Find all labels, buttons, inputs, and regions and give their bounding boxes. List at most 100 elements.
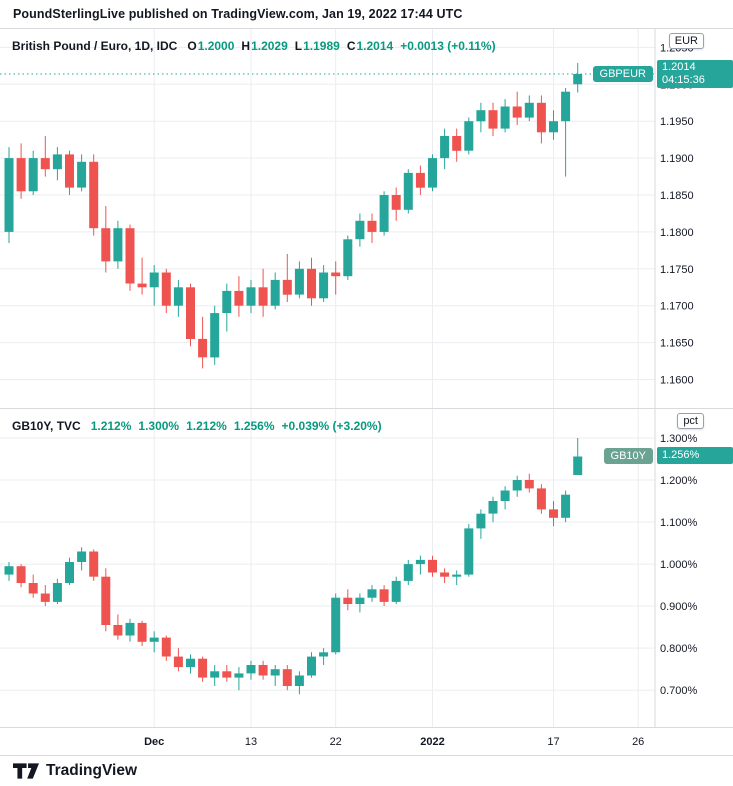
gbpeur-legend-title[interactable]: British Pound / Euro, 1D, IDC: [12, 39, 178, 53]
gb10y-candlestick-chart[interactable]: 1.300% 1.200% 1.100% 1.000% 0.900% 0.800% 0.70…: [0, 409, 733, 728]
candle-up-body: [331, 597, 341, 653]
y-axis-tick-label: 1.300%: [660, 433, 698, 445]
y-axis-tick-label: 1.1900: [660, 153, 694, 165]
candle-up-body: [464, 121, 474, 151]
time-axis[interactable]: Dec 13 22 2022 17 26: [0, 728, 733, 756]
candle-up-body: [403, 564, 413, 581]
tradingview-brand-text[interactable]: TradingView: [46, 762, 138, 779]
candle-up-body: [77, 161, 87, 188]
y-axis-tick-label: 0.700%: [660, 685, 698, 697]
gb10y-low: 1.212%: [186, 419, 227, 433]
gbpeur-pane: 1.20501.20001.19501.19001.18501.18001.17…: [0, 29, 733, 409]
candle-up-body: [476, 513, 486, 529]
candle-down-body: [198, 338, 208, 358]
candle-up-body: [476, 110, 486, 122]
candle-up-body: [270, 669, 280, 676]
candle-down-body: [428, 559, 437, 573]
candle-up-body: [512, 480, 522, 491]
gb10y-series-tag: GB10Y: [603, 448, 653, 465]
tradingview-footer: TradingView: [0, 756, 733, 786]
gb10y-pane: 1.300% 1.200% 1.100% 1.000% 0.900% 0.800% 0.70…: [0, 409, 733, 728]
candle-up-body: [355, 220, 365, 240]
candle-down-body: [512, 106, 522, 118]
candle-up-body: [573, 74, 583, 85]
gb10y-change: +0.039% (+3.20%): [281, 419, 382, 433]
candle-up-body: [270, 279, 280, 306]
candle-down-body: [89, 161, 99, 229]
publish-caption-text: PoundSterlingLive published on TradingVi…: [13, 7, 463, 21]
gbpeur-ohlc-values: O 1.2000 H 1.2029 L 1.1989 C 1.2014 +0.0013 …: [187, 39, 495, 53]
candle-up-body: [149, 637, 159, 642]
candle-up-body: [246, 665, 256, 674]
gb10y-legend-title[interactable]: GB10Y, TVC: [12, 419, 81, 433]
candle-down-body: [282, 669, 292, 686]
candle-up-body: [234, 673, 244, 678]
candle-up-body: [428, 158, 437, 188]
candle-up-body: [549, 121, 558, 133]
candle-up-body: [464, 528, 474, 575]
candle-down-body: [16, 566, 26, 583]
candle-up-body: [367, 589, 377, 598]
candle-up-body: [52, 583, 62, 602]
gb10y-close: 1.256%: [233, 419, 275, 433]
candle-up-body: [4, 566, 14, 575]
candle-down-body: [161, 272, 171, 306]
candle-up-body: [379, 195, 389, 232]
candle-up-body: [561, 91, 571, 122]
time-axis-label: 26: [632, 736, 645, 748]
candle-down-body: [452, 136, 462, 151]
candle-up-body: [113, 228, 123, 262]
candle-down-body: [186, 287, 195, 339]
y-axis-tick-label: 1.1950: [660, 116, 694, 128]
ohlc-open: O 1.2000: [187, 39, 235, 53]
candle-up-body: [125, 622, 135, 636]
candle-up-body: [4, 158, 14, 232]
candle-up-body: [28, 158, 38, 192]
candle-up-body: [500, 490, 510, 501]
candle-down-body: [40, 158, 50, 170]
candle-up-body: [246, 287, 256, 306]
candle-up-body: [210, 671, 220, 678]
candle-down-body: [549, 509, 558, 518]
candle-down-body: [101, 576, 111, 625]
candle-down-body: [198, 658, 208, 678]
tradingview-logo-icon[interactable]: [13, 763, 39, 779]
candle-up-body: [149, 272, 159, 288]
candle-up-body: [52, 154, 62, 170]
candle-up-body: [222, 290, 232, 313]
chart-widget: 1.20501.20001.19501.19001.18501.18001.17…: [0, 28, 733, 756]
ohlc-high: H 1.2029: [241, 39, 288, 53]
y-axis-tick-label: 1.1700: [660, 301, 694, 313]
candle-up-body: [319, 272, 329, 299]
ohlc-change: +0.0013 (+0.11%): [400, 39, 496, 53]
y-axis-tick-label: 1.1750: [660, 264, 694, 276]
candle-down-body: [137, 622, 147, 642]
candle-down-body: [16, 158, 26, 192]
y-axis-tick-label: 1.1850: [660, 190, 694, 202]
candle-up-body: [452, 574, 462, 577]
candle-down-body: [101, 228, 111, 262]
candle-down-body: [379, 589, 389, 602]
candle-down-body: [282, 279, 292, 295]
candle-down-body: [536, 102, 546, 133]
y-axis-tick-label: 1.1600: [660, 375, 694, 387]
candle-down-body: [258, 665, 268, 676]
candle-up-body: [319, 652, 329, 657]
candle-down-body: [137, 283, 147, 288]
time-axis-label: 2022: [420, 736, 445, 748]
candle-up-body: [294, 268, 304, 295]
candle-down-body: [307, 268, 316, 299]
gbpeur-last-price-tag: 1.2014 04:15:36: [657, 60, 733, 88]
candle-up-body: [343, 239, 353, 277]
y-axis-tick-label: 1.000%: [660, 559, 698, 571]
candle-down-body: [258, 287, 268, 306]
gbpeur-candlestick-chart[interactable]: 1.20501.20001.19501.19001.18501.18001.17…: [0, 29, 733, 409]
ohlc-close: C 1.2014: [346, 39, 394, 53]
candle-down-body: [113, 625, 123, 636]
ohlc-low: L 1.1989: [294, 39, 340, 53]
candle-down-body: [65, 154, 74, 188]
y-axis-tick-label: 1.200%: [660, 475, 698, 487]
bar-countdown: 04:15:36: [662, 74, 705, 86]
